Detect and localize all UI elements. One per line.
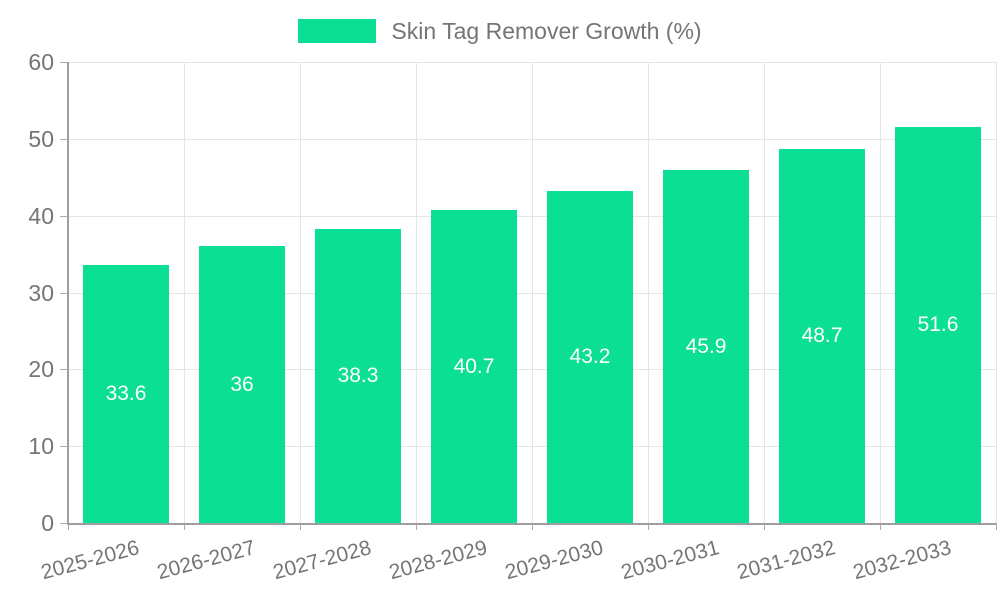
bar-2027-2028[interactable]: 38.3	[315, 228, 401, 523]
y-tick-label: 40	[28, 202, 54, 229]
y-tick-label: 30	[28, 279, 54, 306]
x-tick-label: 2031-2032	[734, 536, 838, 585]
x-tick-mark	[764, 523, 765, 530]
x-gridline	[648, 62, 649, 523]
x-tick-mark	[648, 523, 649, 530]
x-axis-line	[67, 523, 996, 525]
y-tick-mark	[60, 62, 68, 63]
x-gridline	[532, 62, 533, 523]
x-tick-label: 2030-2031	[618, 536, 722, 585]
bar-value-label: 51.6	[917, 312, 959, 336]
x-tick-label: 2027-2028	[270, 536, 374, 585]
bar-value-label: 40.7	[453, 354, 495, 378]
x-tick-mark	[300, 523, 301, 530]
legend-label: Skin Tag Remover Growth (%)	[391, 17, 702, 44]
y-tick-label: 50	[28, 125, 54, 152]
y-tick-label: 10	[28, 433, 54, 460]
bar-2026-2027[interactable]: 36	[199, 246, 285, 523]
y-tick-label: 20	[28, 356, 54, 383]
x-gridline	[184, 62, 185, 523]
x-gridline	[764, 62, 765, 523]
x-tick-mark	[880, 523, 881, 530]
y-tick-mark	[60, 215, 68, 217]
bar-value-label: 45.9	[685, 334, 727, 358]
bar-value-label: 48.7	[801, 323, 843, 347]
y-tick-label: 0	[41, 510, 54, 536]
x-tick-mark	[416, 523, 417, 530]
x-tick-label: 2029-2030	[502, 536, 606, 585]
y-tick-mark	[60, 523, 68, 524]
bar-2031-2032[interactable]: 48.7	[779, 148, 865, 523]
bar-value-label: 36	[230, 372, 254, 396]
y-tick-mark	[60, 138, 68, 140]
x-tick-label: 2028-2029	[386, 536, 490, 585]
y-tick-mark	[60, 292, 68, 294]
x-tick-mark	[996, 523, 997, 530]
legend-swatch	[298, 19, 377, 43]
y-tick-mark	[60, 446, 68, 448]
x-gridline	[996, 62, 997, 523]
x-tick-label: 2026-2027	[154, 536, 258, 585]
bar-2032-2033[interactable]: 51.6	[895, 126, 981, 523]
x-tick-mark	[184, 523, 185, 530]
bar-2029-2030[interactable]: 43.2	[547, 191, 633, 523]
chart-legend[interactable]: Skin Tag Remover Growth (%)	[0, 12, 1000, 50]
bar-2025-2026[interactable]: 33.6	[83, 264, 169, 523]
bar-2030-2031[interactable]: 45.9	[663, 170, 749, 523]
bar-value-label: 38.3	[337, 363, 379, 387]
y-tick-mark	[60, 369, 68, 371]
x-tick-mark	[68, 523, 69, 530]
x-gridline	[416, 62, 417, 523]
x-tick-mark	[532, 523, 533, 530]
bar-value-label: 33.6	[105, 381, 147, 405]
x-tick-label: 2025-2026	[38, 536, 142, 585]
y-tick-label: 60	[28, 49, 54, 75]
bar-value-label: 43.2	[569, 345, 611, 369]
bar-2028-2029[interactable]: 40.7	[431, 210, 517, 523]
x-gridline	[300, 62, 301, 523]
x-tick-label: 2032-2033	[850, 536, 954, 585]
x-gridline	[880, 62, 881, 523]
y-axis-line	[67, 62, 69, 524]
